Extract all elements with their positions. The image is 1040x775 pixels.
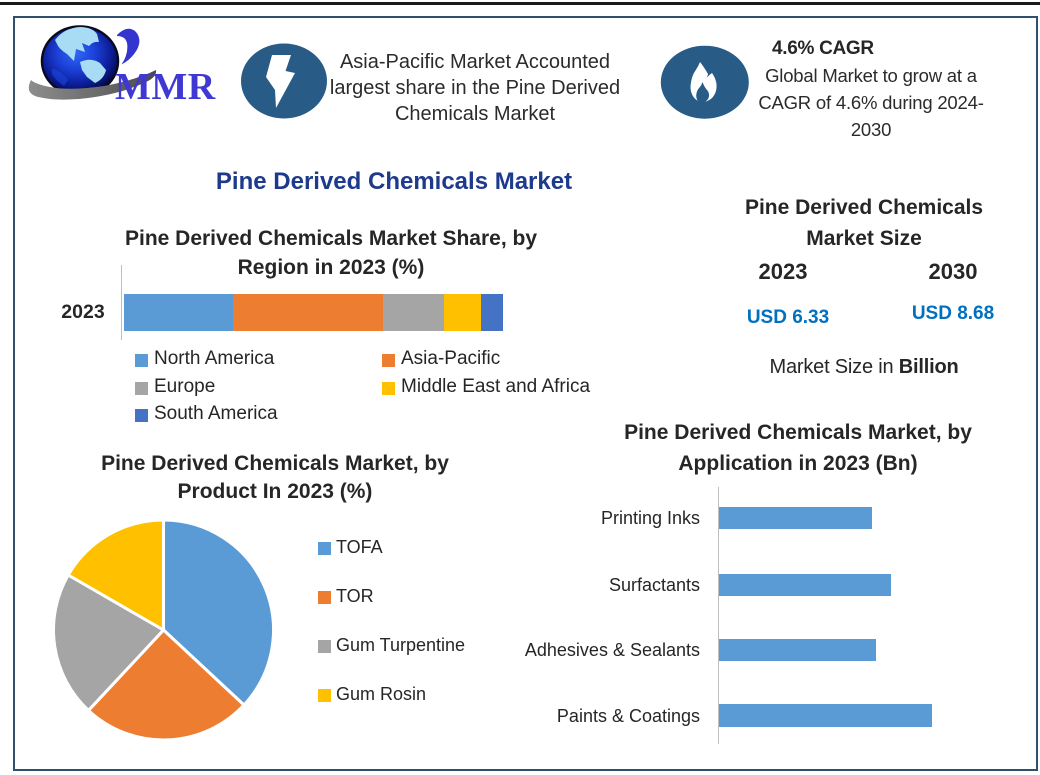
svg-text:MMR: MMR (115, 66, 216, 108)
